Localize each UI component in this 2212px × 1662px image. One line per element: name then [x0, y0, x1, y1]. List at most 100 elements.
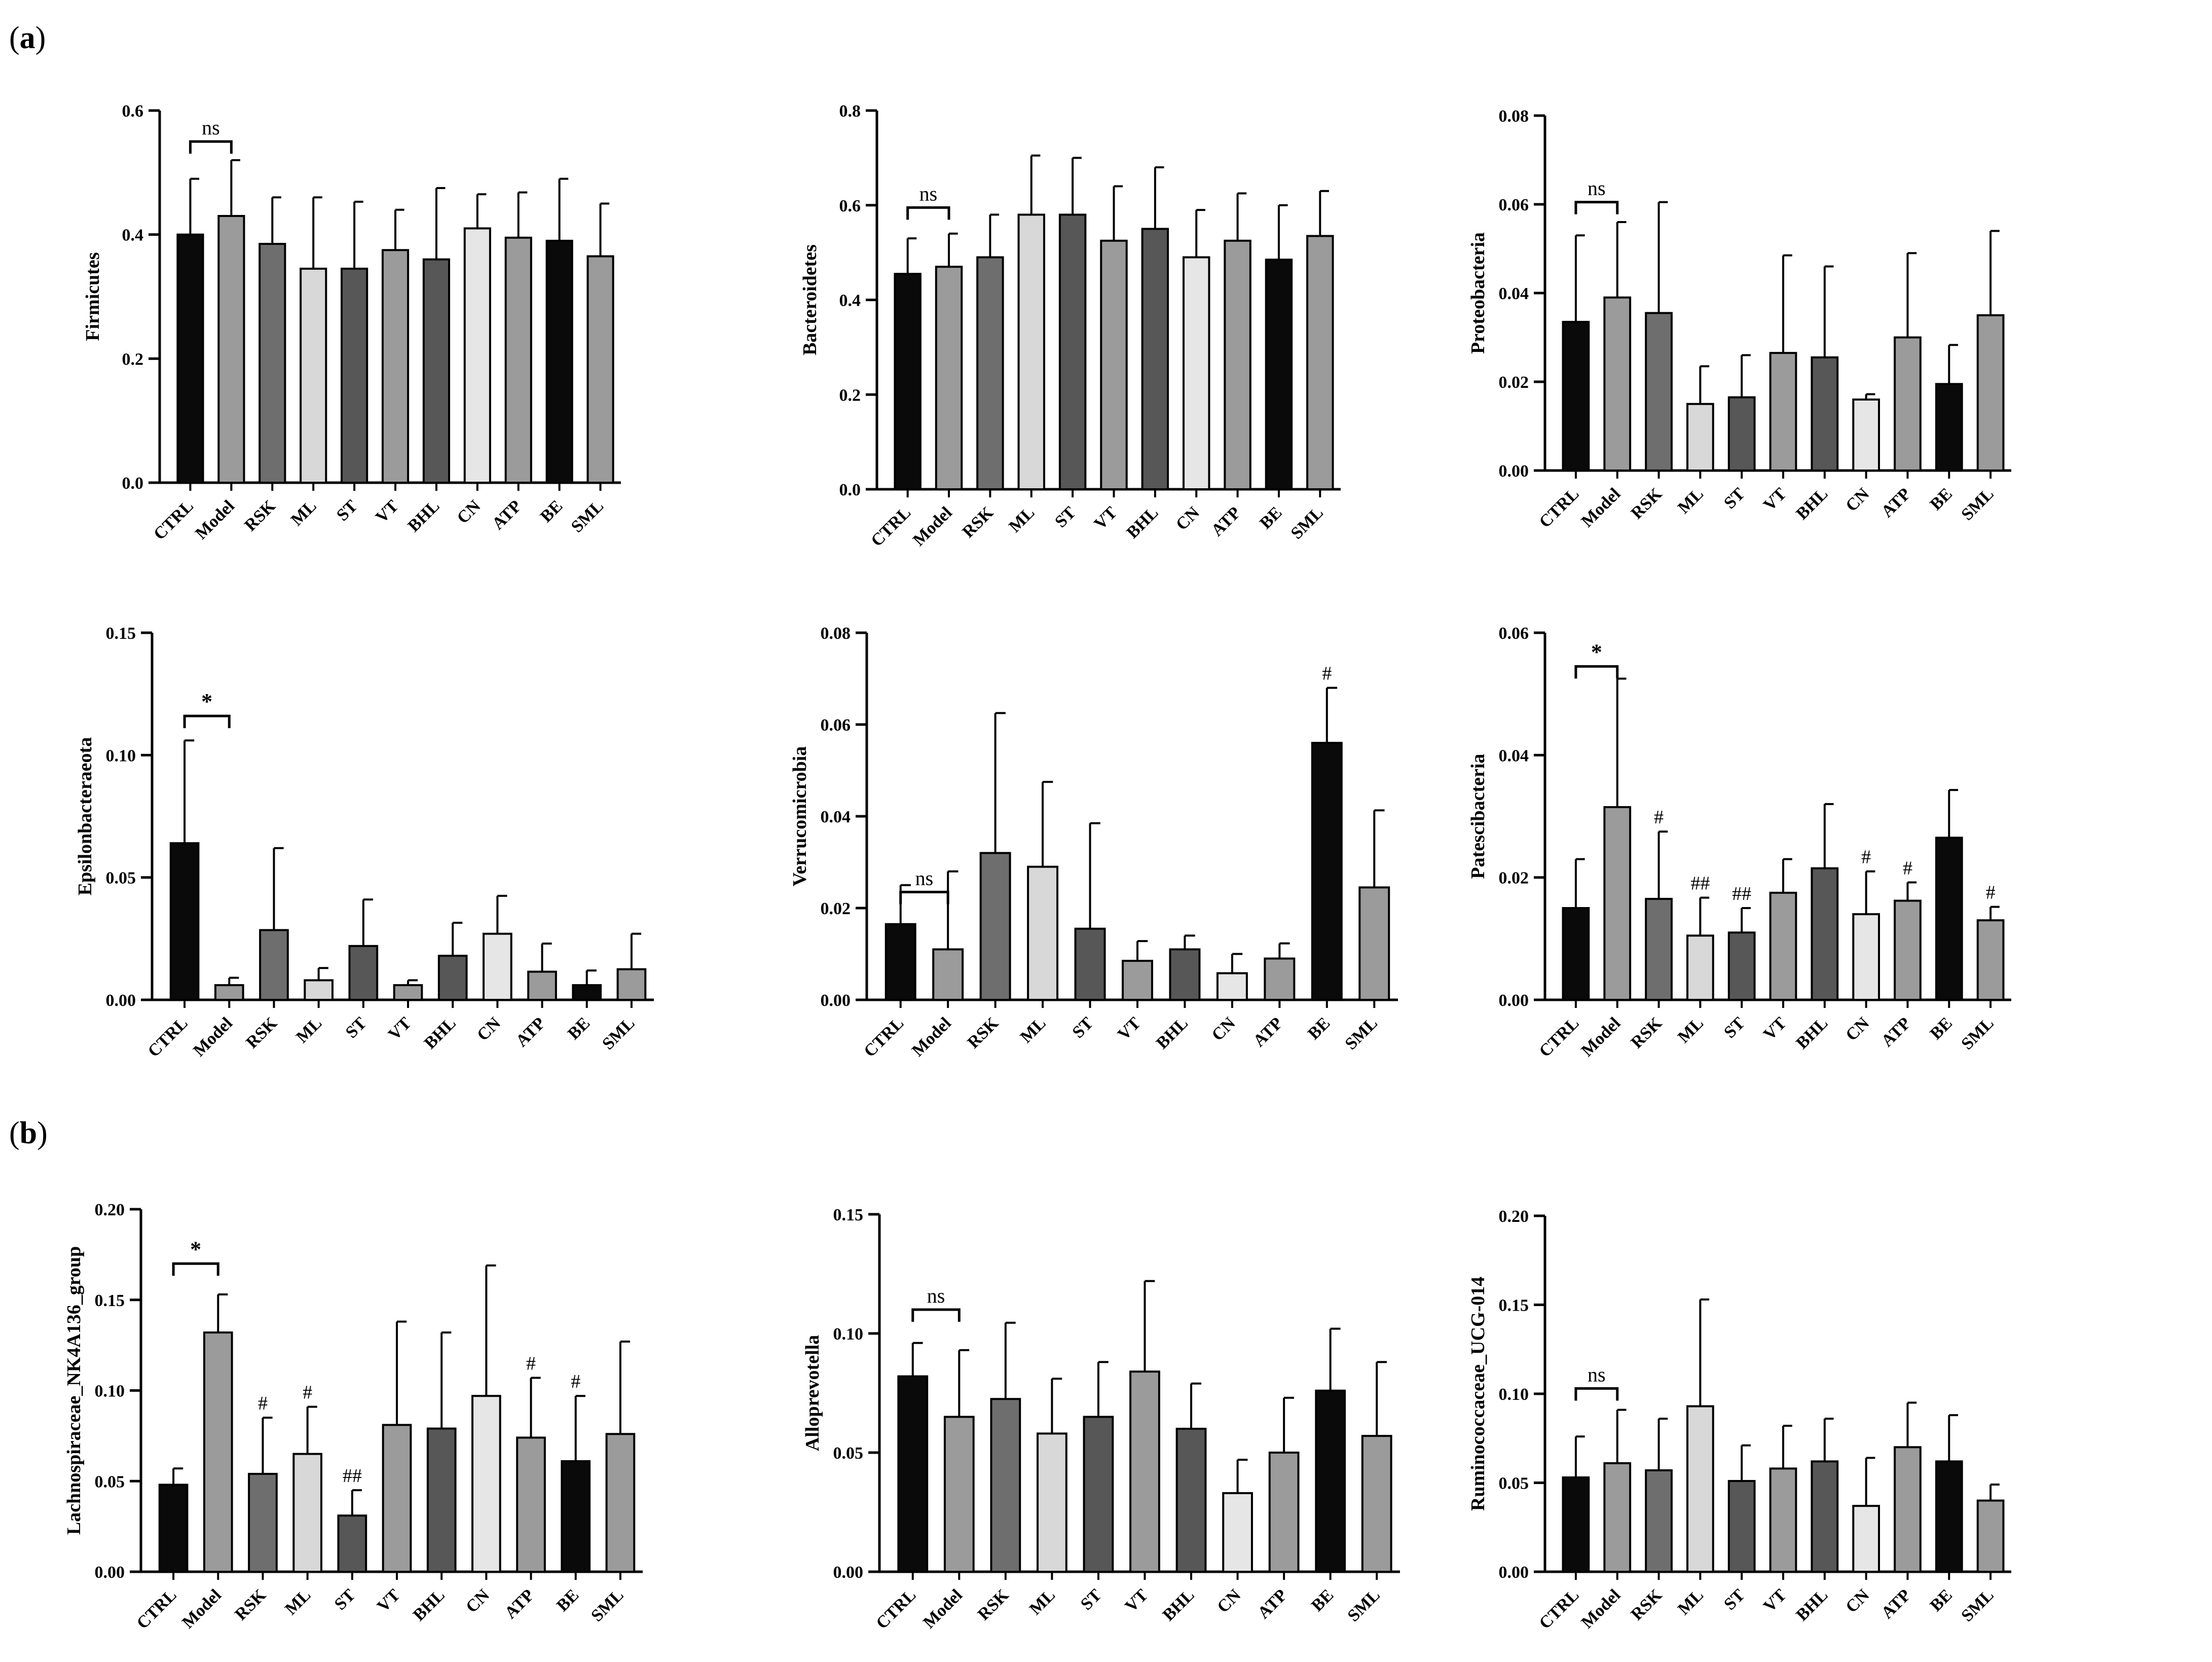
x-tick-label-vt: VT — [1760, 1014, 1790, 1044]
y-tick-label: 0.10 — [833, 1325, 864, 1344]
bar-bhl — [1175, 1428, 1207, 1573]
bar-be — [1311, 742, 1343, 1001]
x-tick-label-rsk: RSK — [241, 496, 279, 535]
bar-sml — [1976, 919, 2005, 1001]
y-tick-label: 0.15 — [95, 1291, 125, 1310]
bar-model — [217, 214, 245, 484]
x-tick-label-atp: ATP — [489, 496, 525, 533]
significance-mark: # — [571, 1371, 580, 1392]
x-tick-label-sml: SML — [1287, 503, 1327, 543]
bar-sml — [1358, 886, 1390, 1001]
bar-sml — [1976, 314, 2005, 472]
bar-cn — [1852, 1505, 1880, 1573]
x-tick-label-cn: CN — [1842, 1585, 1873, 1616]
y-tick-label: 0.00 — [1499, 1563, 1529, 1582]
y-tick-label: 0.20 — [95, 1201, 125, 1219]
x-tick-label-model: Model — [908, 1014, 955, 1060]
x-tick-label-be: BE — [1927, 1014, 1956, 1043]
x-tick-label-sml: SML — [587, 1585, 627, 1625]
bar-chart-3: 0.00 0.02 0.04 0.06 0.08 Proteobacteria CTRLMo… — [1467, 107, 2011, 531]
bar-ctrl — [176, 233, 204, 484]
x-tick-label-sml: SML — [1342, 1014, 1381, 1053]
x-tick-label-bhl: BHL — [1153, 1014, 1192, 1053]
bar-be — [1935, 837, 1963, 1001]
x-tick-label-st: ST — [342, 1014, 371, 1042]
bar-sml — [586, 255, 614, 484]
x-tick-label-atp: ATP — [1208, 503, 1244, 539]
significance-mark: ## — [1690, 873, 1710, 894]
comparison-label: ns — [202, 116, 220, 139]
comparison-label: ns — [927, 1284, 945, 1307]
bar-atp — [516, 1436, 546, 1573]
y-tick-label: 0.0 — [839, 481, 861, 499]
x-tick-label-atp: ATP — [1878, 1585, 1914, 1622]
bar-chart-8: 0.00 0.05 0.10 0.15 Alloprevotella CTRL Model R… — [802, 1206, 1400, 1633]
x-tick-label-ctrl: CTRL — [133, 1585, 180, 1633]
bar-bhl — [437, 955, 468, 1001]
x-tick-label-ctrl: CTRL — [1536, 484, 1583, 531]
x-tick-label-be: BE — [1927, 1585, 1956, 1615]
y-tick-label: 0.05 — [1499, 1474, 1529, 1493]
x-tick-label-st: ST — [333, 496, 361, 525]
bar-atp — [1894, 336, 1922, 472]
bar-be — [1935, 383, 1963, 472]
y-axis-label: Epsilonbacteraeota — [75, 737, 96, 895]
x-tick-label-model: Model — [1578, 1014, 1625, 1060]
y-tick-label: 0.02 — [821, 899, 851, 918]
y-tick-label: 0.05 — [95, 1472, 125, 1491]
significance-mark: ## — [1732, 883, 1751, 905]
significance-mark: ## — [343, 1465, 362, 1487]
x-tick-label-atp: ATP — [501, 1585, 538, 1622]
x-tick-label-bhl: BHL — [1793, 484, 1832, 523]
bar-st — [1727, 396, 1756, 472]
x-tick-label-ctrl: CTRL — [150, 496, 197, 544]
x-tick-label-vt: VT — [1091, 503, 1121, 533]
x-tick-label-bhl: BHL — [1123, 503, 1162, 542]
bar-vt — [1769, 891, 1797, 1001]
x-tick-label-bhl: BHL — [1793, 1585, 1832, 1624]
comparison-bracket — [906, 206, 950, 220]
bar-rsk — [990, 1398, 1021, 1573]
x-tick-label-cn: CN — [1208, 1014, 1239, 1044]
x-tick-label-be: BE — [1308, 1585, 1337, 1615]
comparison-bracket — [1574, 665, 1619, 679]
x-tick-label-cn: CN — [1213, 1585, 1244, 1616]
bar-bhl — [422, 258, 450, 484]
x-tick-label-bhl: BHL — [404, 496, 444, 535]
x-tick-label-bhl: BHL — [410, 1585, 449, 1624]
x-tick-label-rsk: RSK — [1628, 484, 1666, 523]
y-axis-label: Proteobacteria — [1467, 232, 1489, 354]
x-tick-label-sml: SML — [1958, 1585, 1997, 1625]
y-tick-label: 0.05 — [833, 1444, 864, 1463]
significance-mark: # — [1654, 807, 1664, 828]
x-tick-label-ctrl: CTRL — [1536, 1014, 1583, 1061]
x-tick-label-be: BE — [1927, 484, 1956, 514]
bar-vt — [393, 984, 423, 1001]
bar-model — [203, 1331, 233, 1573]
bar-ml — [304, 979, 334, 1001]
bar-atp — [527, 970, 557, 1001]
bar-cn — [1852, 399, 1880, 472]
y-tick-label: 0.06 — [821, 716, 851, 735]
bar-st — [337, 1514, 367, 1573]
bar-rsk — [979, 852, 1011, 1001]
bar-cn — [463, 227, 491, 484]
comparison-bracket — [1574, 1387, 1619, 1401]
x-tick-label-bhl: BHL — [421, 1014, 460, 1053]
bar-model — [1603, 806, 1632, 1001]
bar-vt — [1129, 1370, 1160, 1573]
figure-panel-label-a: (a) — [9, 21, 46, 55]
x-tick-label-be: BE — [1256, 503, 1285, 532]
x-tick-label-cn: CN — [473, 1014, 504, 1044]
bar-sml — [1361, 1435, 1392, 1573]
y-tick-label: 0.15 — [1499, 1296, 1529, 1315]
bar-atp — [1894, 1446, 1922, 1573]
x-tick-label-rsk: RSK — [974, 1585, 1013, 1624]
x-tick-label-rsk: RSK — [964, 1014, 1003, 1052]
x-tick-label-ml: ML — [1674, 1585, 1707, 1618]
bar-cn — [1852, 913, 1880, 1001]
y-tick-label: 0.8 — [839, 102, 861, 121]
x-tick-label-vt: VT — [1760, 1585, 1790, 1616]
bar-st — [1058, 213, 1087, 490]
bar-rsk — [1645, 1469, 1673, 1573]
